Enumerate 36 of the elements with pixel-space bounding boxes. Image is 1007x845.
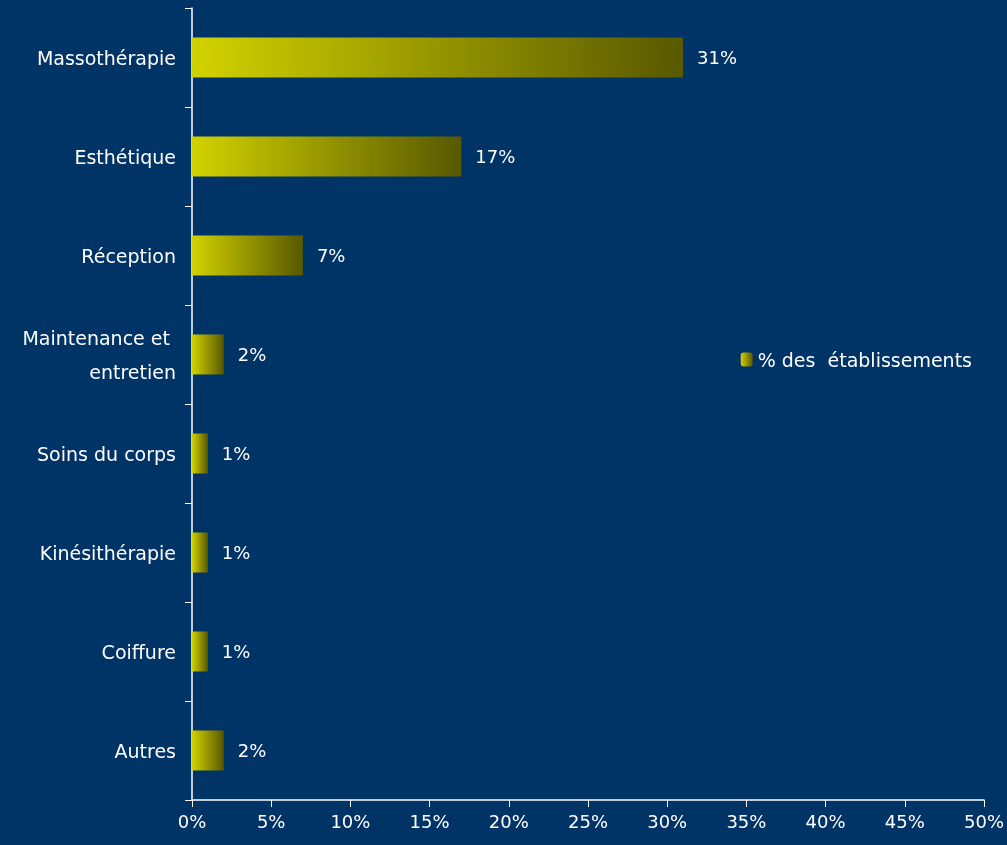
bar [192,37,684,78]
x-tick-label: 10% [330,810,371,832]
data-label: 17% [475,146,516,167]
y-tick-label: Coiffure [101,640,176,663]
bar [192,433,208,474]
data-label: 1% [221,542,251,563]
bar [192,136,462,177]
y-tick-label: Kinésithérapie [39,541,176,564]
x-tick-label: 0% [177,810,207,832]
data-label: 1% [221,443,251,464]
bar [192,532,208,573]
x-tick-label: 40% [805,810,846,832]
x-tick-label: 30% [647,810,688,832]
data-label: 7% [316,245,346,266]
y-tick-label: Autres [114,739,176,762]
x-tick-label: 25% [567,810,609,832]
x-tick-label: 15% [409,810,450,832]
data-label: 2% [237,344,267,365]
data-label: 2% [237,740,267,761]
data-label: 1% [221,641,251,662]
y-tick-label: Réception [81,244,176,267]
bar [192,334,224,375]
bar [192,730,224,771]
x-tick-label: 45% [884,810,925,832]
x-tick-label: 35% [726,810,767,832]
y-tick-label: Esthétique [74,145,176,168]
x-tick-label: 50% [963,810,1004,832]
bar [192,631,208,672]
legend-label: % des établissements [757,348,973,371]
bar [192,235,303,276]
x-tick-label: 20% [488,810,529,832]
y-tick-label: Massothérapie [36,46,176,69]
y-tick-label: Soins du corps [37,442,176,465]
x-tick-label: 5% [256,810,286,832]
y-tick-label: Maintenance et entretien [22,326,176,383]
data-label: 31% [697,47,738,68]
